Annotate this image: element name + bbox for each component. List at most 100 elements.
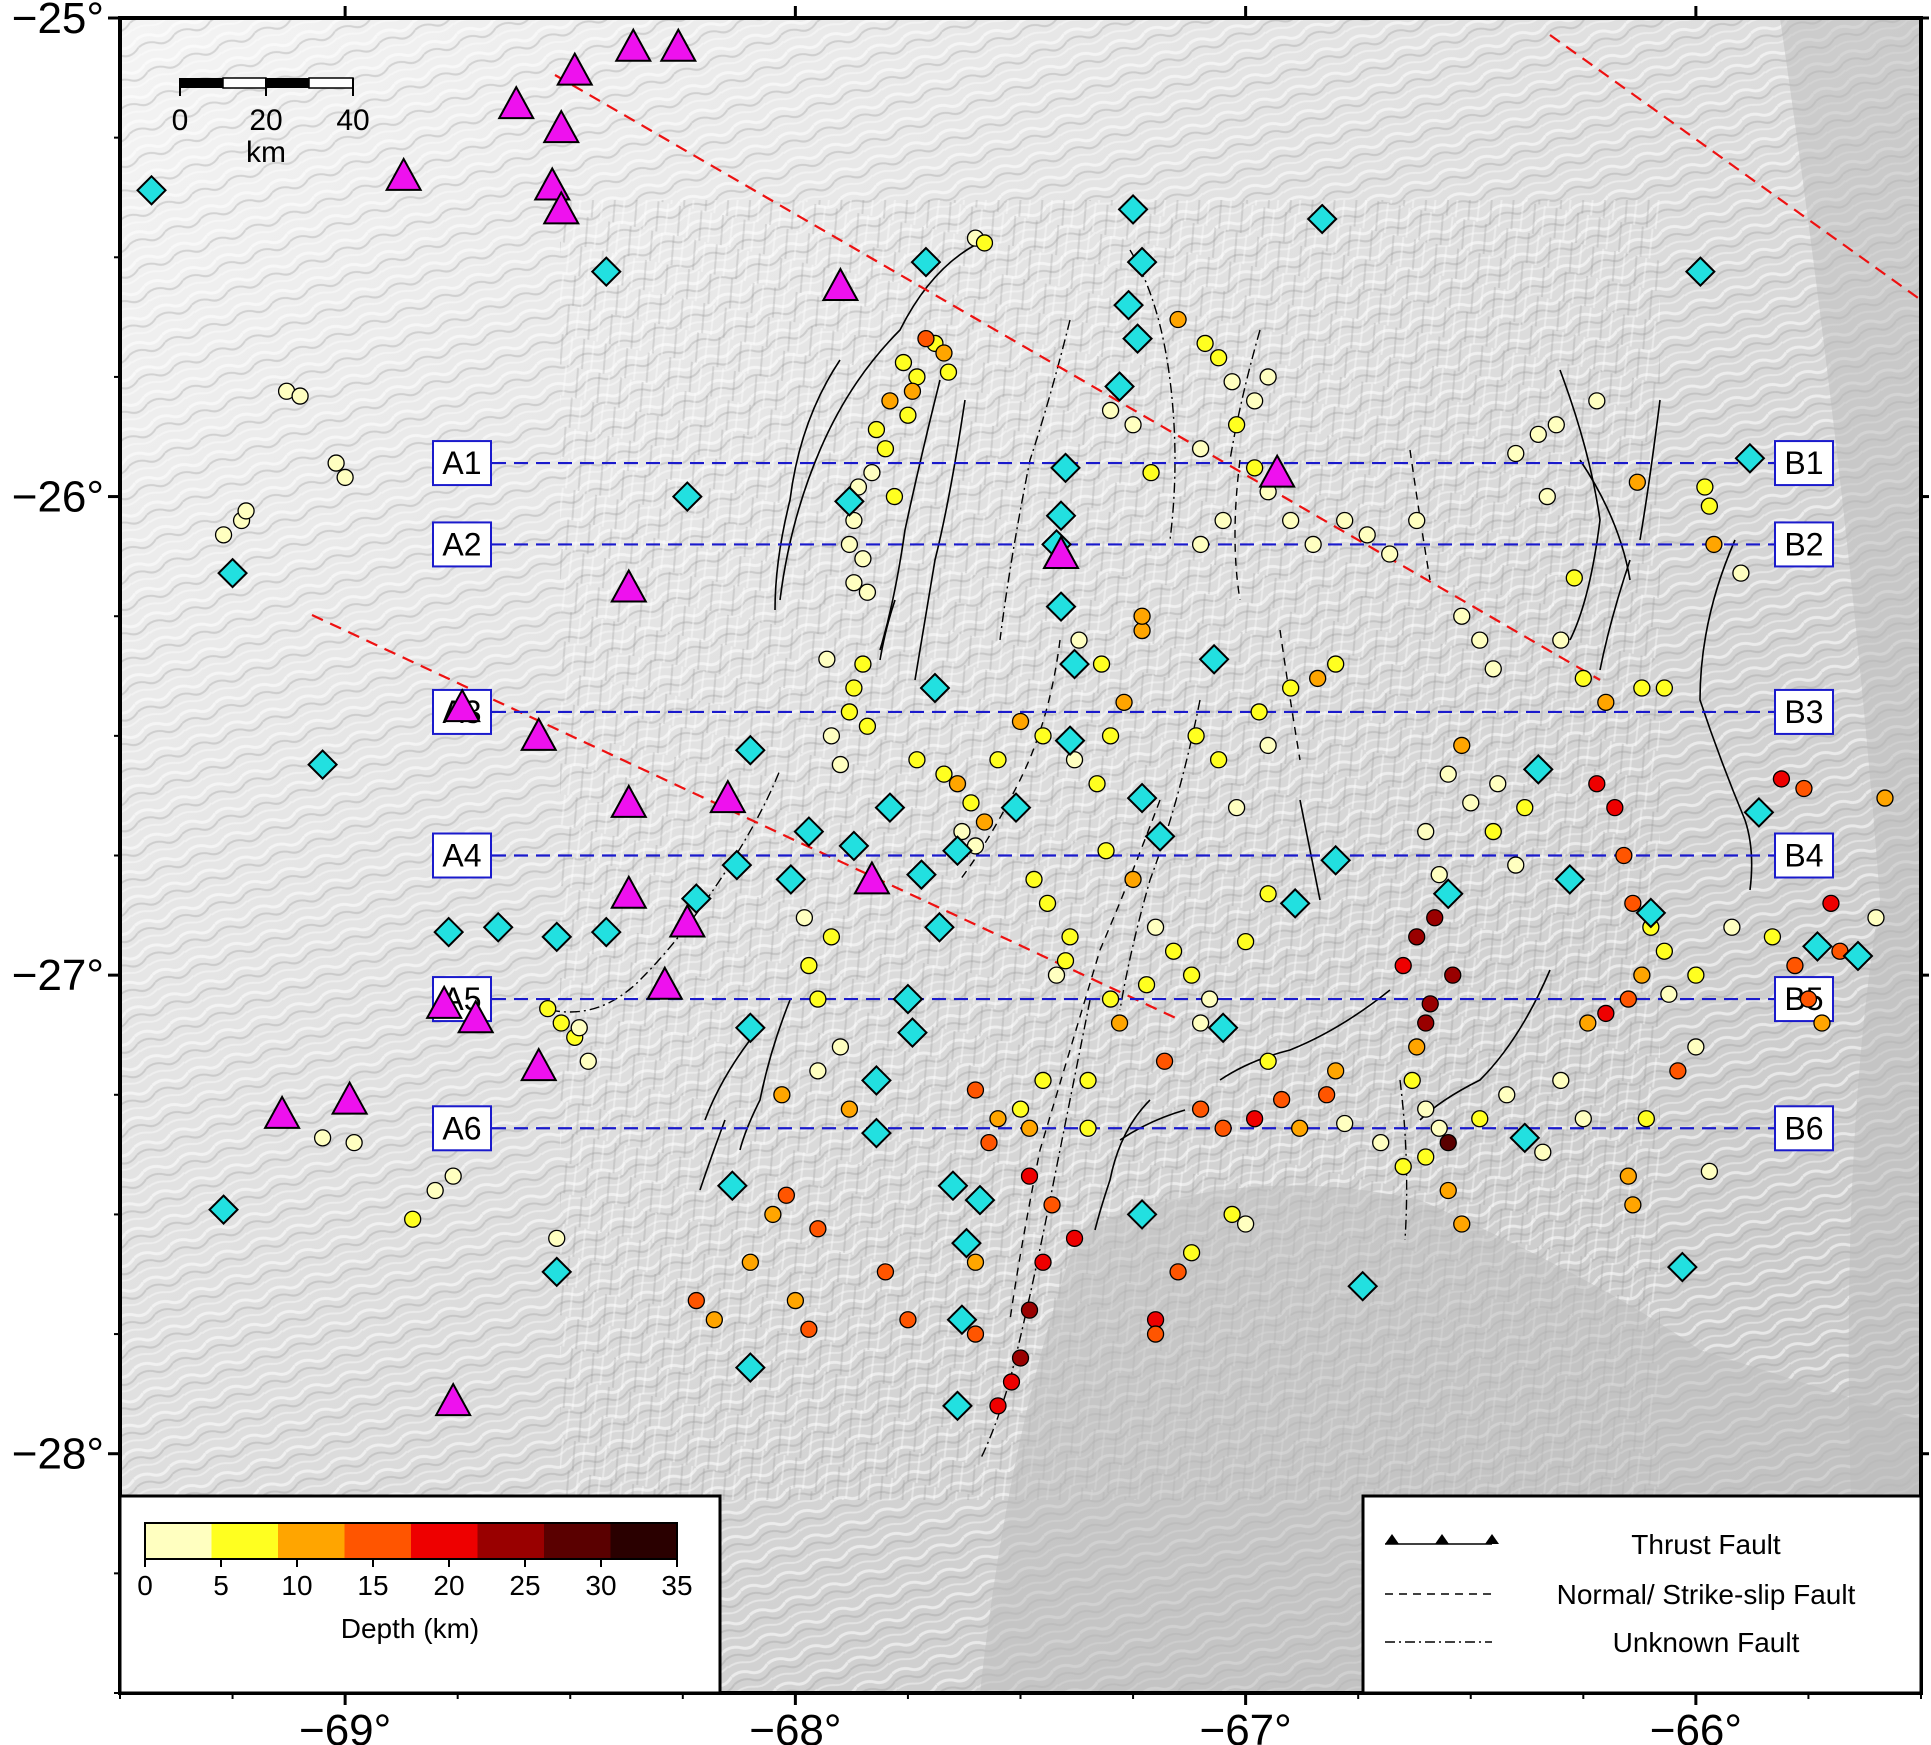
station-diamond	[1522, 753, 1554, 785]
earthquake-epicenter	[1372, 1133, 1390, 1152]
earthquake-epicenter	[1655, 942, 1674, 960]
station-diamond	[951, 1227, 982, 1259]
earthquake-epicenter	[1444, 966, 1462, 984]
earthquake-epicenter	[1615, 846, 1633, 865]
depth-colorbar-swatch	[145, 1523, 212, 1559]
station-diamond	[590, 256, 622, 288]
earthquake-epicenter	[903, 382, 922, 400]
station-diamond	[1117, 194, 1149, 225]
earthquake-epicenter	[1070, 631, 1088, 649]
station-diamond	[1050, 452, 1081, 484]
station-diamond	[1347, 1270, 1379, 1302]
fault-legend: Thrust Fault Normal/ Strike-slip Fault U…	[1361, 1494, 1923, 1695]
thrust-fault	[704, 1039, 751, 1121]
thrust-fault	[774, 359, 841, 611]
legend-unknown-label: Unknown Fault	[1613, 1627, 1800, 1658]
earthquake-epicenter	[989, 1397, 1007, 1415]
earthquake-epicenter	[1484, 660, 1502, 678]
earthquake-epicenter	[1223, 1205, 1241, 1224]
station-diamond	[136, 174, 167, 206]
earthquake-epicenter	[831, 1038, 850, 1056]
earthquake-epicenter	[800, 1320, 818, 1338]
thrust-fault	[1639, 399, 1661, 541]
station-diamond	[671, 481, 703, 512]
earthquake-epicenter	[1182, 966, 1201, 984]
earthquake-epicenter	[1191, 440, 1210, 458]
profile-label-end: B3	[1784, 694, 1823, 730]
volcano-triangle	[497, 85, 535, 120]
station-diamond	[721, 849, 753, 881]
earthquake-epicenter	[1227, 416, 1246, 434]
profile-label-box	[1774, 1105, 1834, 1152]
thrust-fault	[879, 379, 941, 651]
profile-label-box	[432, 1105, 492, 1152]
earthquake-epicenter	[1272, 1090, 1291, 1109]
earthquake-epicenter	[1336, 511, 1354, 530]
scale-unit: km	[246, 136, 286, 169]
earthquake-epicenter	[1259, 368, 1277, 386]
earthquake-epicenter	[1282, 511, 1300, 530]
profile-label-end: B1	[1784, 445, 1823, 481]
volcano-triangle	[853, 860, 891, 895]
earthquake-epicenter	[1507, 856, 1525, 874]
station-diamond	[1207, 1012, 1239, 1044]
earthquake-epicenter	[1034, 1071, 1052, 1090]
earthquake-epicenter	[845, 679, 863, 697]
earthquake-epicenter	[854, 655, 872, 673]
earthquake-epicenter	[1047, 966, 1066, 984]
earthquake-epicenter	[1538, 487, 1556, 506]
station-diamond	[874, 792, 906, 824]
station-diamond	[1054, 725, 1086, 757]
y-tick-label: −25°	[12, 0, 104, 43]
earthquake-epicenter	[962, 794, 980, 812]
earthquake-epicenter	[1146, 1311, 1165, 1329]
earthquake-epicenter	[1547, 416, 1565, 434]
earthquake-epicenter	[1867, 909, 1885, 927]
seismic-stations	[136, 174, 1874, 1422]
earthquake-epicenter	[1489, 775, 1507, 793]
earthquake-epicenter	[1700, 1162, 1719, 1181]
thrust-fault	[1699, 539, 1753, 891]
earthquake-epicenter	[1552, 631, 1570, 649]
scale-label-20: 20	[249, 104, 282, 137]
earthquake-epicenter	[1633, 679, 1651, 697]
earthquake-epicenter	[404, 1210, 422, 1228]
earthquake-epicenter	[1453, 1215, 1471, 1233]
station-diamond	[1126, 246, 1158, 278]
volcano-triangle	[425, 984, 463, 1019]
earthquake-epicenter	[1417, 822, 1435, 841]
earthquake-epicenter	[1196, 334, 1214, 353]
earthquake-epicenter	[1056, 952, 1075, 970]
station-diamond	[1734, 442, 1766, 474]
station-diamond	[833, 485, 865, 517]
volcano-triangle	[520, 1046, 558, 1082]
earthquake-epicenter	[966, 1253, 985, 1271]
station-diamond	[1122, 323, 1153, 355]
earthquake-epicenter	[822, 727, 841, 745]
earthquake-epicenter	[1574, 669, 1592, 688]
volcano-triangle	[556, 51, 594, 86]
station-diamond	[217, 557, 248, 589]
earthquake-epicenter	[1394, 1157, 1412, 1176]
earthquake-epicenter	[1061, 928, 1079, 946]
earthquake-epicenter	[1011, 1100, 1030, 1118]
earthquake-epicenter	[444, 1167, 462, 1185]
station-diamond	[1306, 203, 1338, 235]
thrust-fault	[1094, 1099, 1151, 1231]
earthquake-epicenter	[1133, 621, 1151, 640]
earthquake-epicenter	[1439, 765, 1457, 783]
earthquake-epicenter	[313, 1129, 332, 1147]
earthquake-epicenter	[1011, 712, 1030, 731]
earthquake-epicenter	[1732, 564, 1750, 582]
thrust-fault	[1579, 459, 1631, 581]
earthquake-epicenter	[1214, 1119, 1232, 1137]
earthquake-epicenter	[1223, 373, 1241, 391]
earthquake-epicenter	[1209, 751, 1228, 769]
volcano-triangle	[384, 156, 423, 191]
earthquake-epicenter	[1471, 631, 1489, 649]
earthquake-epicenter	[552, 1014, 570, 1032]
earthquake-epicenter	[876, 1263, 895, 1281]
volcano-triangle	[610, 874, 648, 909]
earthquake-epicenter	[1565, 569, 1583, 587]
normal-fault	[1279, 629, 1301, 761]
